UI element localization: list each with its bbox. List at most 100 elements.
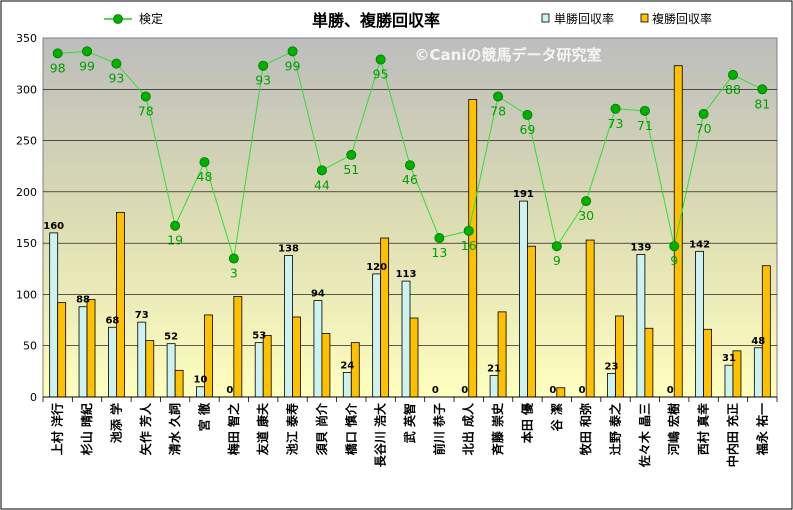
bar-fukusho <box>292 316 301 398</box>
data-label-tansho: 68 <box>105 315 119 326</box>
x-tick-label: 中内田 充正 <box>725 403 740 467</box>
data-label-kentei: 81 <box>754 96 770 111</box>
data-label-kentei: 93 <box>255 73 271 88</box>
bar-fukusho <box>585 239 595 398</box>
point-kentei <box>434 233 445 244</box>
x-tick-label: 上村 洋行 <box>50 403 65 455</box>
bar-tansho <box>254 342 264 398</box>
x-tick-label: 友道 康夫 <box>255 402 270 456</box>
data-label-tansho: 94 <box>311 289 325 300</box>
bar-fukusho <box>116 211 125 398</box>
point-kentei <box>581 196 592 207</box>
y-tick-label: 100 <box>16 288 37 301</box>
x-tick-label: 北出 成人 <box>461 402 476 455</box>
point-kentei <box>316 165 327 176</box>
bar-fukusho <box>86 299 96 398</box>
bar-tansho <box>519 200 528 398</box>
legend-label-kentei: 検定 <box>139 11 163 26</box>
data-label-kentei: 98 <box>50 60 66 75</box>
x-tick-label: 斉藤 崇史 <box>490 402 505 455</box>
data-label-tansho: 24 <box>340 360 354 371</box>
x-tick-label: 須貝 尚介 <box>314 402 329 456</box>
x-tick-label: 前川 恭子 <box>431 403 446 455</box>
data-label-tansho: 120 <box>366 262 387 273</box>
bar-tansho <box>342 371 352 398</box>
point-kentei <box>82 46 93 57</box>
point-kentei <box>669 241 680 252</box>
watermark: ©Caniの競馬データ研究室 <box>415 46 602 64</box>
point-kentei <box>258 60 269 71</box>
data-label-tansho: 113 <box>396 269 417 280</box>
x-tick-label: 武 英智 <box>402 403 417 443</box>
y-tick-label: 300 <box>16 83 37 96</box>
x-tick-label: 池江 泰寿 <box>285 403 300 455</box>
bar-fukusho <box>761 265 771 398</box>
y-axis: 0 50 100 150 200 250 300 350 <box>16 32 37 404</box>
y-tick-label: 350 <box>16 32 37 45</box>
bar-tansho <box>108 326 117 398</box>
bar-fukusho <box>497 311 507 398</box>
data-label-kentei: 73 <box>608 116 624 131</box>
data-label-tansho: 160 <box>43 221 64 232</box>
bar-tansho <box>196 386 205 398</box>
bar-tansho <box>695 250 704 398</box>
x-tick-label: 牧田 和弥 <box>578 403 593 455</box>
y-tick-label: 250 <box>16 135 37 148</box>
point-kentei <box>346 149 357 160</box>
bar-tansho <box>636 254 646 398</box>
data-label-kentei: 78 <box>490 103 506 118</box>
bar-tansho <box>313 300 323 398</box>
x-tick-label: 宮 徹 <box>196 402 211 431</box>
point-kentei <box>757 84 768 95</box>
data-label-tansho: 48 <box>751 336 765 347</box>
point-kentei <box>228 253 239 264</box>
bars-layer <box>49 65 771 398</box>
point-kentei <box>375 54 386 65</box>
data-label-kentei: 19 <box>167 233 183 248</box>
data-label-kentei: 88 <box>725 82 741 97</box>
data-label-kentei: 95 <box>373 67 389 82</box>
data-label-kentei: 13 <box>431 245 447 260</box>
data-label-tansho: 0 <box>667 385 674 396</box>
point-kentei <box>140 91 151 102</box>
bar-fukusho <box>644 327 654 398</box>
data-label-tansho: 0 <box>226 385 233 396</box>
data-label-tansho: 0 <box>549 385 556 396</box>
data-label-tansho: 21 <box>487 363 501 374</box>
data-label-tansho: 31 <box>722 353 736 364</box>
data-label-tansho: 53 <box>252 331 266 342</box>
data-label-tansho: 142 <box>689 239 710 250</box>
bar-tansho <box>49 232 59 398</box>
data-label-kentei: 93 <box>108 71 124 86</box>
line-layer: 98 99 93 78 19 48 3 93 99 44 51 95 46 13 16 78 69 9 30 73 71… <box>50 46 770 281</box>
x-tick-label: 梅田 智之 <box>226 403 241 455</box>
point-kentei <box>463 225 474 236</box>
bar-tansho <box>372 273 382 398</box>
data-label-kentei: 69 <box>519 122 535 137</box>
x-tick-label: 辻野 泰之 <box>608 403 623 455</box>
y-tick-label: 50 <box>23 340 37 353</box>
point-kentei <box>522 109 533 120</box>
data-label-tansho: 73 <box>135 310 149 321</box>
bar-tansho <box>724 364 734 398</box>
data-label-kentei: 16 <box>461 238 477 253</box>
data-label-tansho: 0 <box>432 385 439 396</box>
data-label-tansho: 138 <box>278 243 299 254</box>
data-label-tansho: 0 <box>579 385 586 396</box>
bar-tansho <box>137 321 147 398</box>
x-tick-label: 西村 真幸 <box>696 403 711 455</box>
x-tick-label: 矢作 芳人 <box>138 402 153 455</box>
bar-fukusho <box>262 335 272 398</box>
data-label-kentei: 51 <box>343 162 359 177</box>
bar-tansho <box>166 343 176 398</box>
bar-fukusho <box>527 245 536 398</box>
point-kentei <box>698 108 709 119</box>
data-label-kentei: 9 <box>670 253 678 268</box>
data-label-tansho: 0 <box>461 385 468 396</box>
point-kentei <box>727 69 738 80</box>
bar-fukusho <box>409 317 419 398</box>
data-label-tansho: 10 <box>194 375 208 386</box>
data-label-kentei: 30 <box>578 208 594 223</box>
